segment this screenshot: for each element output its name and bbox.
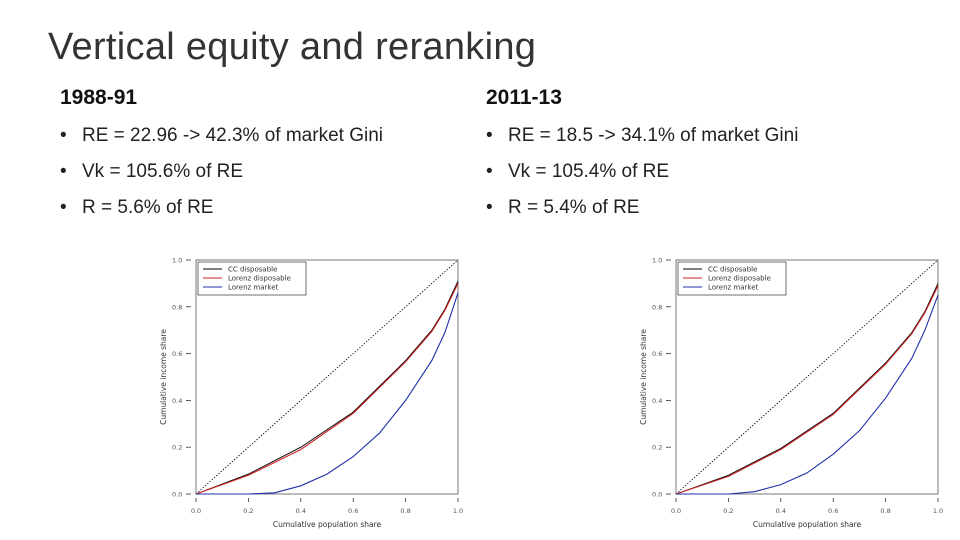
x-tick-label: 0.6 [828,507,838,515]
legend-label: CC disposable [228,266,277,274]
legend-label: Lorenz market [708,284,759,292]
lorenz-chart-svg-1988-91: 0.0 0.2 0.4 0.6 0.8 1.0 0.0 0.2 0.4 0.6 0.8 1.0 Cumu… [159,257,463,530]
y-tick-label: 0.8 [172,303,182,311]
y-tick-label: 0.6 [172,350,182,358]
y-axis-title: Cumulative income share [159,329,168,425]
left-bullet-list: RE = 22.96 -> 42.3% of market Gini Vk = … [60,126,383,234]
legend-label: CC disposable [708,266,757,274]
left-bullet-re: RE = 22.96 -> 42.3% of market Gini [60,126,383,162]
lorenz-chart-1988-91: 0.0 0.2 0.4 0.6 0.8 1.0 0.0 0.2 0.4 0.6 0.8 1.0 Cumu… [150,244,470,540]
left-column-heading: 1988-91 [60,86,138,109]
y-tick-label: 0.4 [652,397,662,405]
left-bullet-vk: Vk = 105.6% of RE [60,162,383,198]
right-bullet-list: RE = 18.5 -> 34.1% of market Gini Vk = 1… [486,126,798,234]
series-line-lorenz-disposable [675,285,939,495]
left-bullet-r: R = 5.6% of RE [60,198,383,234]
x-tick-label: 0.8 [880,507,890,515]
y-axis-title: Cumulative income share [639,329,648,425]
plot-frame [675,259,939,495]
y-tick-label: 0.0 [172,491,182,499]
series-line-lorenz-market [196,292,459,495]
legend-label: Lorenz disposable [708,275,771,283]
legend-label: Lorenz market [228,284,279,292]
series-line-lorenz-disposable [195,283,459,495]
slide-title: Vertical equity and reranking [48,26,537,68]
right-bullet-vk: Vk = 105.4% of RE [486,162,798,198]
lorenz-chart-2011-13: 0.0 0.2 0.4 0.6 0.8 1.0 0.0 0.2 0.4 0.6 0.8 1.0 Cumu… [630,244,950,540]
plot-frame [195,259,459,495]
y-tick-label: 1.0 [652,257,662,265]
x-tick-label: 0.0 [191,507,201,515]
series-line-cc-disposable [675,283,939,495]
y-tick-label: 0.0 [652,491,662,499]
x-axis-title: Cumulative population share [753,520,862,529]
y-tick-label: 0.8 [652,303,662,311]
x-tick-label: 1.0 [453,507,463,515]
series-line-lorenz-market [676,294,939,495]
x-tick-label: 0.2 [243,507,253,515]
right-column-heading: 2011-13 [486,86,562,109]
x-tick-label: 0.6 [348,507,358,515]
legend-label: Lorenz disposable [228,275,291,283]
y-tick-label: 0.6 [652,350,662,358]
x-tick-label: 0.4 [776,507,786,515]
right-bullet-re: RE = 18.5 -> 34.1% of market Gini [486,126,798,162]
x-tick-label: 1.0 [933,507,943,515]
x-axis-title: Cumulative population share [273,520,382,529]
y-tick-label: 0.4 [172,397,182,405]
x-tick-label: 0.2 [723,507,733,515]
x-tick-label: 0.0 [671,507,681,515]
y-tick-label: 0.2 [172,444,182,452]
right-bullet-r: R = 5.4% of RE [486,198,798,234]
x-tick-label: 0.4 [296,507,306,515]
lorenz-chart-svg-2011-13: 0.0 0.2 0.4 0.6 0.8 1.0 0.0 0.2 0.4 0.6 0.8 1.0 Cumu… [639,257,943,530]
x-tick-label: 0.8 [400,507,410,515]
y-tick-label: 0.2 [652,444,662,452]
series-line-cc-disposable [195,280,459,495]
y-tick-label: 1.0 [172,257,182,265]
